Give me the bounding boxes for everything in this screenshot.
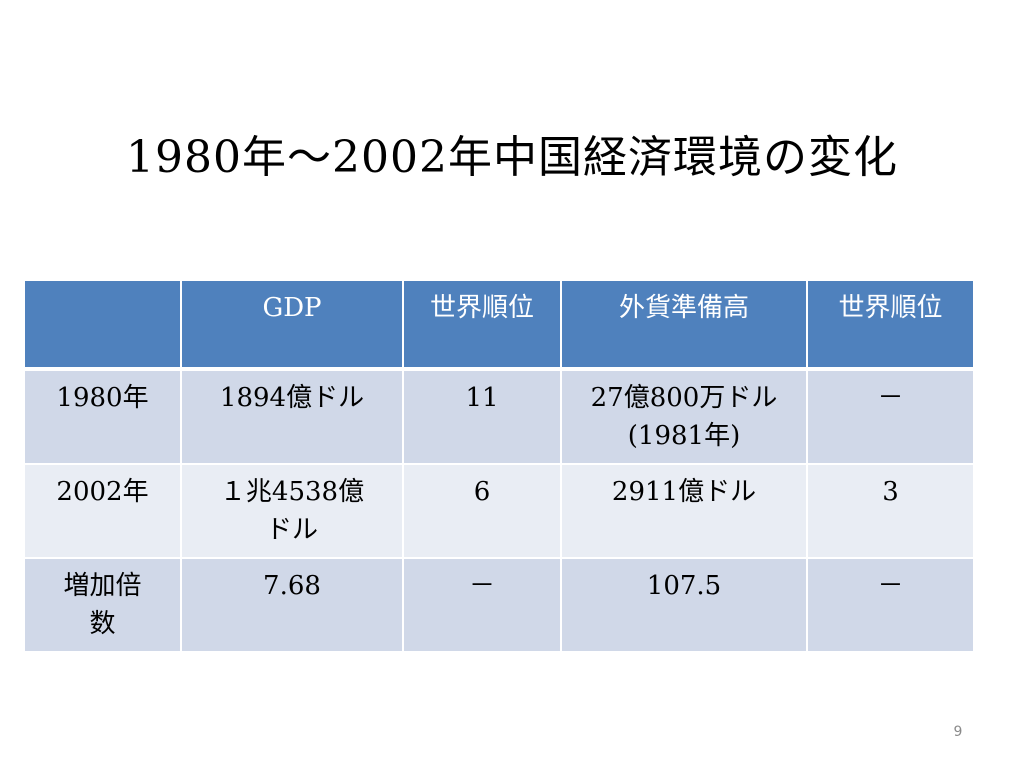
header-cell-forex-reserves: 外貨準備高	[560, 279, 808, 370]
slide-title: 1980年～2002年中国経済環境の変化	[126, 132, 898, 183]
row-label-cell: 2002年	[23, 463, 182, 559]
gdp-cell: 7.68	[180, 557, 404, 653]
page-number: 9	[953, 724, 963, 740]
table-row: 1980年 1894億ドル 11 27億800万ドル (1981年) －	[23, 368, 975, 465]
gdp-cell: 1894億ドル	[180, 368, 404, 465]
header-cell-gdp: GDP	[180, 279, 404, 370]
gdp-rank-cell: 6	[402, 463, 562, 559]
gdp-cell: １兆4538億 ドル	[180, 463, 404, 559]
forex-cell: 107.5	[560, 557, 808, 653]
row-label-cell: 増加倍 数	[23, 557, 182, 653]
forex-cell: 27億800万ドル (1981年)	[560, 368, 808, 465]
economy-table: GDP 世界順位 外貨準備高 世界順位 1980年 1894億ドル 11 27億…	[23, 279, 975, 653]
header-cell-empty	[23, 279, 182, 370]
row-label-cell: 1980年	[23, 368, 182, 465]
gdp-rank-cell: 11	[402, 368, 562, 465]
gdp-rank-cell: －	[402, 557, 562, 653]
table-row: 2002年 １兆4538億 ドル 6 2911億ドル 3	[23, 463, 975, 559]
forex-cell: 2911億ドル	[560, 463, 808, 559]
forex-rank-cell: －	[806, 557, 975, 653]
forex-rank-cell: －	[806, 368, 975, 465]
forex-rank-cell: 3	[806, 463, 975, 559]
header-cell-world-rank-2: 世界順位	[806, 279, 975, 370]
table-row: 増加倍 数 7.68 － 107.5 －	[23, 557, 975, 653]
header-cell-world-rank: 世界順位	[402, 279, 562, 370]
table-header-row: GDP 世界順位 外貨準備高 世界順位	[23, 279, 975, 370]
